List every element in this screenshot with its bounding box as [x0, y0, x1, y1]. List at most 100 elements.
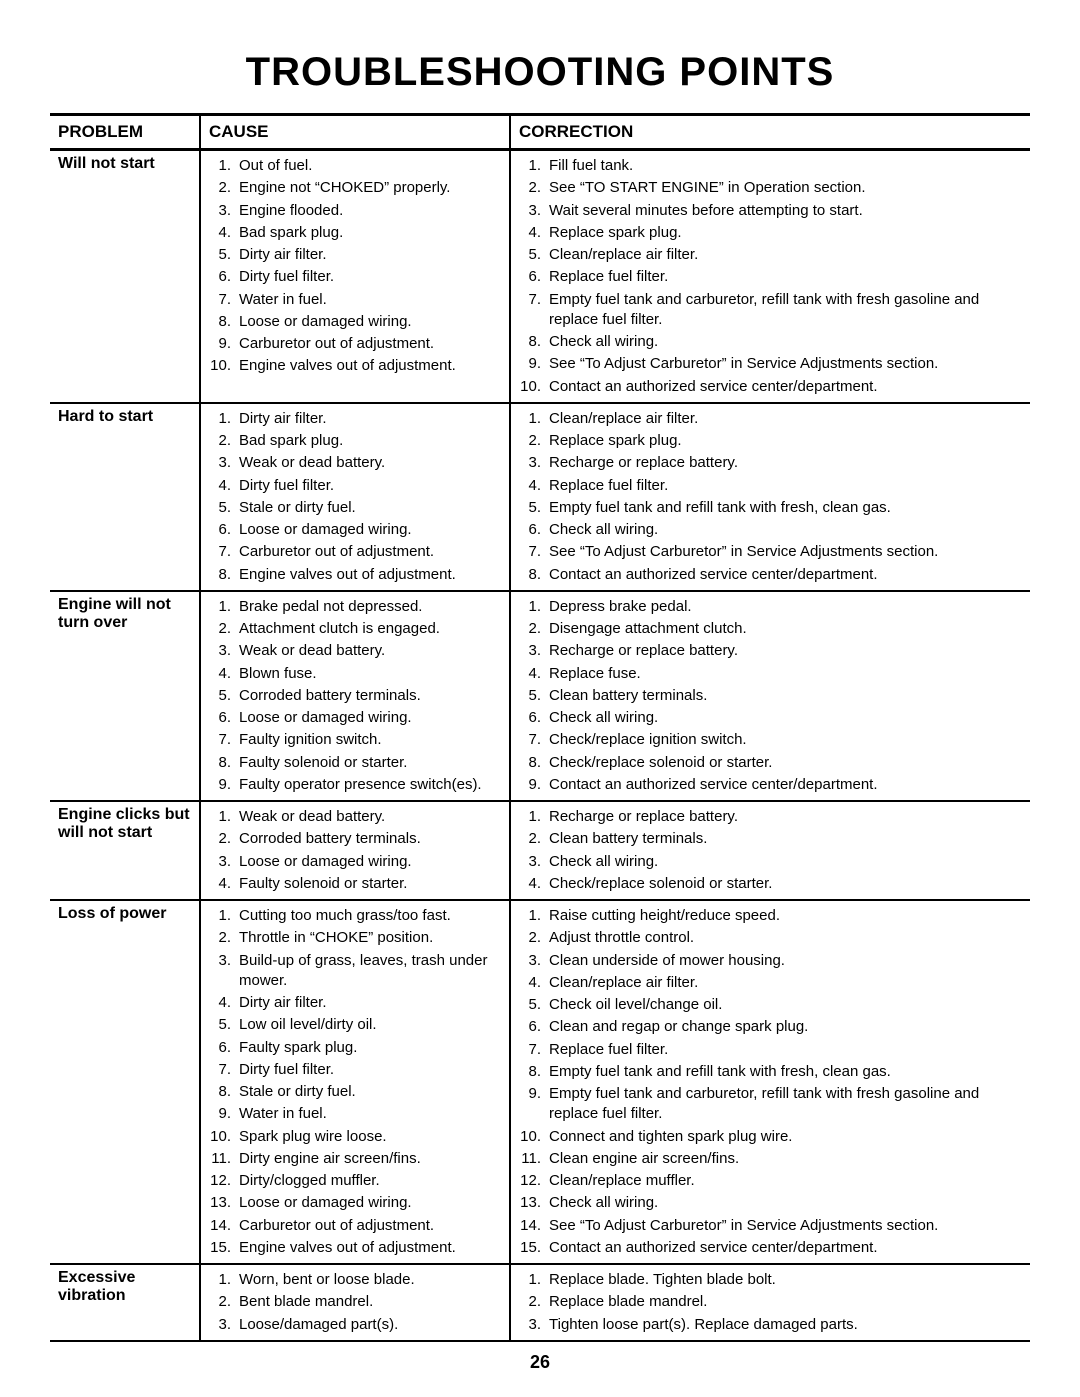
list-item-text: Dirty engine air screen/fins.	[239, 1149, 501, 1169]
numbered-list: 1.Raise cutting height/reduce speed.2.Ad…	[519, 905, 1022, 1259]
list-item-number: 10.	[519, 377, 549, 397]
list-item: 1.Raise cutting height/reduce speed.	[519, 905, 1022, 927]
list-item: 2.Replace spark plug.	[519, 430, 1022, 452]
list-item-text: See “To Adjust Carburetor” in Service Ad…	[549, 354, 1022, 374]
list-item-number: 2.	[209, 829, 239, 849]
list-item-number: 3.	[519, 1315, 549, 1335]
list-item-number: 3.	[519, 852, 549, 872]
list-item: 6.Check all wiring.	[519, 519, 1022, 541]
numbered-list: 1.Replace blade. Tighten blade bolt.2.Re…	[519, 1269, 1022, 1336]
list-item-number: 3.	[519, 201, 549, 221]
list-item: 10.Contact an authorized service center/…	[519, 376, 1022, 398]
list-item: 2.Bent blade mandrel.	[209, 1291, 501, 1313]
list-item: 9.Contact an authorized service center/d…	[519, 774, 1022, 796]
list-item-text: Contact an authorized service center/dep…	[549, 377, 1022, 397]
problem-label: Engine clicks but will not start	[58, 806, 191, 842]
table-row: Engine clicks but will not start 1.Weak o…	[50, 801, 1030, 900]
list-item: 5.Stale or dirty fuel.	[209, 497, 501, 519]
list-item-text: Engine flooded.	[239, 201, 501, 221]
list-item-text: Worn, bent or loose blade.	[239, 1270, 501, 1290]
list-item-text: Clean engine air screen/fins.	[549, 1149, 1022, 1169]
list-item: 5.Dirty air filter.	[209, 244, 501, 266]
list-item: 8.Stale or dirty fuel.	[209, 1081, 501, 1103]
table-row: Will not start1.Out of fuel.2.Engine not…	[50, 150, 1030, 403]
list-item-number: 4.	[519, 973, 549, 993]
list-item: 7.Water in fuel.	[209, 289, 501, 311]
list-item-text: Adjust throttle control.	[549, 928, 1022, 948]
list-item: 4.Blown fuse.	[209, 663, 501, 685]
problem-label: Loss of power	[58, 905, 191, 923]
list-item-number: 4.	[209, 874, 239, 894]
list-item-text: Clean battery terminals.	[549, 686, 1022, 706]
list-item: 10.Spark plug wire loose.	[209, 1126, 501, 1148]
list-item-text: Contact an authorized service center/dep…	[549, 565, 1022, 585]
list-item: 8.Loose or damaged wiring.	[209, 311, 501, 333]
list-item-text: Dirty fuel filter.	[239, 476, 501, 496]
list-item-text: Faulty solenoid or starter.	[239, 753, 501, 773]
list-item-text: Loose or damaged wiring.	[239, 520, 501, 540]
list-item: 4.Dirty air filter.	[209, 992, 501, 1014]
list-item-number: 10.	[209, 356, 239, 376]
list-item: 14.Carburetor out of adjustment.	[209, 1215, 501, 1237]
list-item-text: Replace fuel filter.	[549, 267, 1022, 287]
list-item-number: 5.	[519, 245, 549, 265]
list-item-number: 9.	[209, 1104, 239, 1124]
list-item-text: Replace blade mandrel.	[549, 1292, 1022, 1312]
list-item-text: Replace spark plug.	[549, 431, 1022, 451]
numbered-list: 1.Clean/replace air filter.2.Replace spa…	[519, 408, 1022, 586]
list-item: 2.Disengage attachment clutch.	[519, 618, 1022, 640]
table-row: Loss of power 1.Cutting too much grass/to…	[50, 900, 1030, 1264]
list-item: 1.Fill fuel tank.	[519, 155, 1022, 177]
list-item: 6.Loose or damaged wiring.	[209, 519, 501, 541]
list-item-text: Loose or damaged wiring.	[239, 708, 501, 728]
list-item-number: 9.	[209, 775, 239, 795]
list-item-number: 6.	[519, 520, 549, 540]
list-item: 6.Faulty spark plug.	[209, 1037, 501, 1059]
list-item: 9.See “To Adjust Carburetor” in Service …	[519, 353, 1022, 375]
list-item-number: 7.	[519, 290, 549, 331]
list-item-text: Check all wiring.	[549, 332, 1022, 352]
list-item-text: Dirty fuel filter.	[239, 1060, 501, 1080]
list-item-number: 9.	[519, 1084, 549, 1125]
list-item: 8.Check/replace solenoid or starter.	[519, 752, 1022, 774]
list-item-number: 8.	[519, 753, 549, 773]
list-item: 2.Engine not “CHOKED” properly.	[209, 177, 501, 199]
cause-cell: 1.Out of fuel.2.Engine not “CHOKED” prop…	[200, 150, 510, 403]
list-item-number: 6.	[519, 1017, 549, 1037]
list-item: 13.Loose or damaged wiring.	[209, 1192, 501, 1214]
list-item-text: Carburetor out of adjustment.	[239, 542, 501, 562]
list-item-number: 1.	[519, 156, 549, 176]
list-item-number: 8.	[519, 565, 549, 585]
list-item: 15.Engine valves out of adjustment.	[209, 1237, 501, 1259]
cause-cell: 1.Cutting too much grass/too fast.2.Thro…	[200, 900, 510, 1264]
page-number: 26	[50, 1352, 1030, 1373]
numbered-list: 1.Weak or dead battery.2.Corroded batter…	[209, 806, 501, 895]
list-item-text: Corroded battery terminals.	[239, 686, 501, 706]
list-item-text: Clean/replace air filter.	[549, 245, 1022, 265]
list-item-number: 2.	[519, 829, 549, 849]
list-item-text: Corroded battery terminals.	[239, 829, 501, 849]
list-item-number: 1.	[209, 156, 239, 176]
list-item-text: Wait several minutes before attempting t…	[549, 201, 1022, 221]
list-item: 10.Connect and tighten spark plug wire.	[519, 1126, 1022, 1148]
list-item: 2.Corroded battery terminals.	[209, 828, 501, 850]
list-item-text: Clean/replace air filter.	[549, 973, 1022, 993]
list-item: 1.Cutting too much grass/too fast.	[209, 905, 501, 927]
list-item: 7.Faulty ignition switch.	[209, 729, 501, 751]
correction-cell: 1.Fill fuel tank.2.See “TO START ENGINE”…	[510, 150, 1030, 403]
list-item: 3.Check all wiring.	[519, 851, 1022, 873]
list-item-number: 4.	[209, 993, 239, 1013]
list-item: 4.Dirty fuel filter.	[209, 475, 501, 497]
list-item-number: 1.	[209, 906, 239, 926]
list-item-number: 8.	[519, 332, 549, 352]
list-item-number: 3.	[209, 1315, 239, 1335]
table-row: Excessive vibration1.Worn, bent or loose…	[50, 1264, 1030, 1341]
list-item-text: Disengage attachment clutch.	[549, 619, 1022, 639]
list-item: 1.Depress brake pedal.	[519, 596, 1022, 618]
list-item-text: Carburetor out of adjustment.	[239, 1216, 501, 1236]
problem-cell: Loss of power	[50, 900, 200, 1264]
numbered-list: 1.Brake pedal not depressed.2.Attachment…	[209, 596, 501, 796]
table-row: Engine will not turn over1.Brake pedal n…	[50, 591, 1030, 801]
list-item-number: 11.	[209, 1149, 239, 1169]
list-item-number: 12.	[519, 1171, 549, 1191]
